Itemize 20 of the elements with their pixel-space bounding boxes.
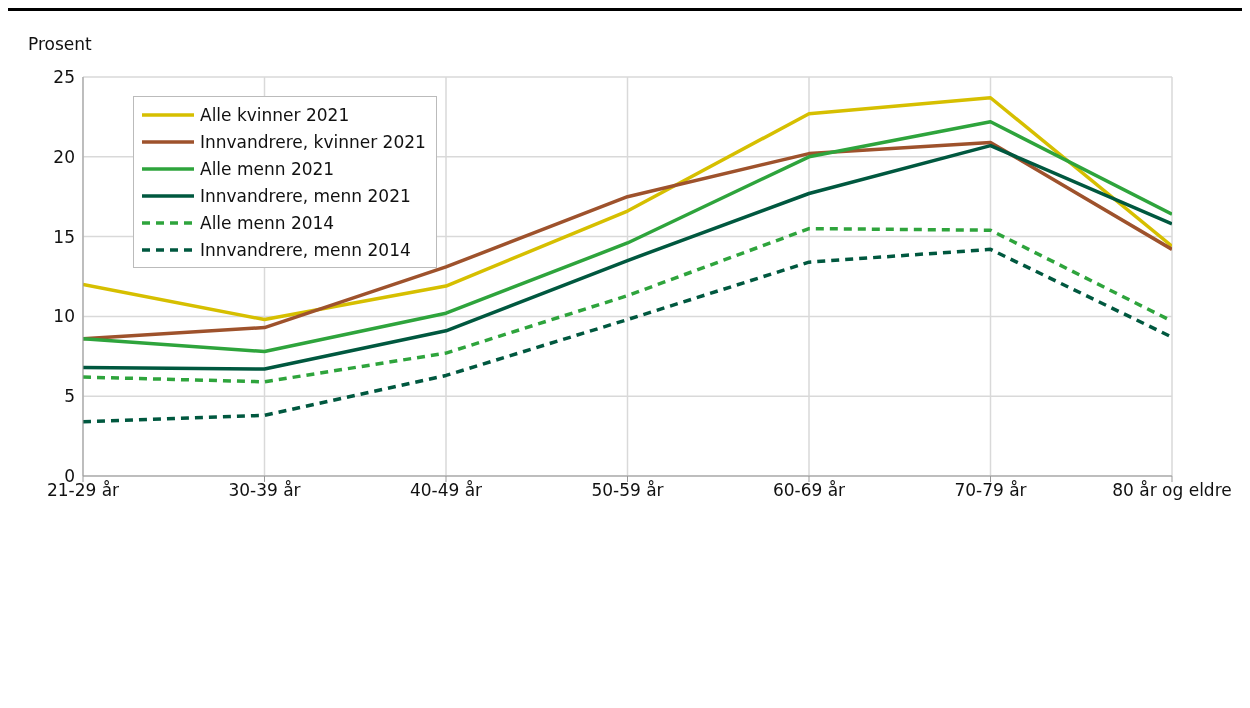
- y-tick-label: 15: [53, 226, 75, 247]
- y-tick-label: 20: [53, 146, 75, 167]
- x-tick-label: 60-69 år: [772, 480, 846, 501]
- y-tick-label: 5: [64, 386, 75, 407]
- x-tick-label: 40-49 år: [409, 480, 483, 501]
- legend-label: Innvandrere, menn 2021: [200, 185, 411, 206]
- line-series: [83, 96, 1172, 322]
- legend-label: Alle kvinner 2021: [200, 104, 350, 125]
- y-tick-label: 10: [53, 306, 75, 327]
- legend-label: Innvandrere, menn 2014: [200, 239, 411, 260]
- y-tick-label: 25: [53, 67, 75, 88]
- legend-label: Alle menn 2021: [200, 158, 335, 179]
- legend-label: Innvandrere, kvinner 2021: [200, 131, 426, 152]
- x-tick-label: 80 år og eldre: [1112, 480, 1232, 501]
- x-tick-label: 70-79 år: [954, 480, 1027, 501]
- x-tick-label: 30-39 år: [228, 480, 301, 501]
- legend-label: Alle menn 2014: [200, 212, 335, 233]
- x-tick-label: 50-59 år: [591, 480, 664, 501]
- y-tick-label: 0: [64, 466, 75, 487]
- y-axis-title: Prosent: [28, 34, 92, 54]
